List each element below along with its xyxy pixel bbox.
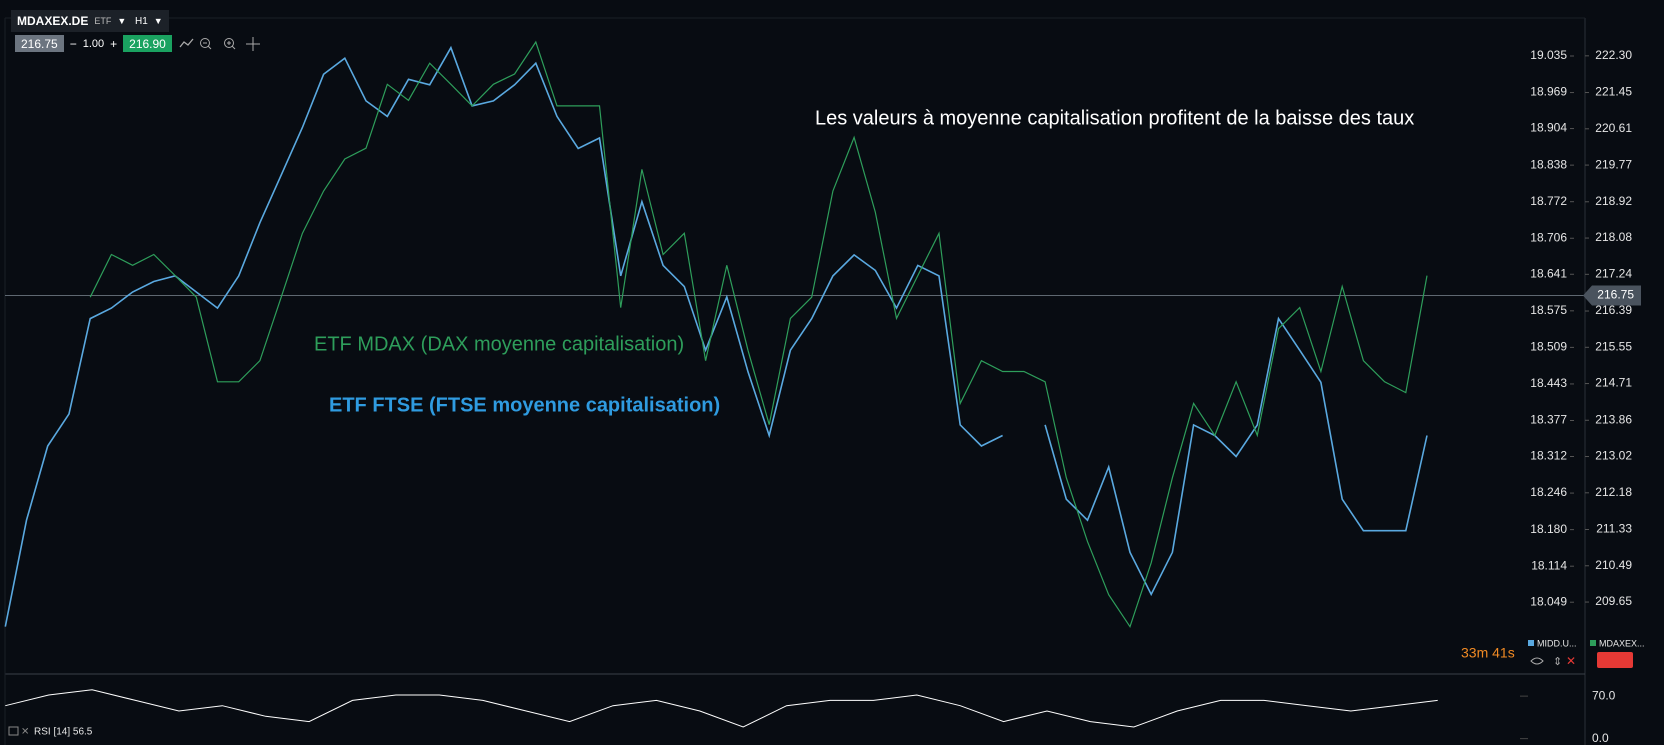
y2-tick-label: 221.45 <box>1595 85 1632 99</box>
y2-tick-label: 211.33 <box>1596 522 1632 536</box>
y2-tick-label: 219.77 <box>1595 157 1632 171</box>
y2-tick-label: 212.18 <box>1595 485 1632 499</box>
chart-title: Les valeurs à moyenne capitalisation pro… <box>815 107 1414 129</box>
ask-button[interactable]: 216.90 <box>123 35 172 52</box>
timeframe-selector[interactable]: H1 ▼ <box>129 10 169 32</box>
y2-tick-label: 209.65 <box>1595 594 1632 608</box>
chart-tools[interactable] <box>178 36 268 52</box>
series-line <box>4 45 1428 627</box>
symbol-selector[interactable]: MDAXEX.DE ETF ▼ <box>11 10 133 32</box>
y2-tick-label: 216.39 <box>1595 303 1632 317</box>
y2-tick-label: 220.61 <box>1595 121 1632 135</box>
timeframe: H1 <box>135 15 148 27</box>
reorder-icon: ⇕ <box>1553 656 1562 668</box>
y-tick-label: 18.969 <box>1530 85 1567 99</box>
y-tick-label: 18.180 <box>1530 522 1567 536</box>
legend-swatch <box>1528 640 1534 646</box>
y2-tick-label: 217.24 <box>1595 266 1632 280</box>
trade-bar: 216.75 − 1.00 + 216.90 <box>15 35 268 52</box>
plus[interactable]: + <box>110 36 118 51</box>
y-tick-label: 18.838 <box>1530 157 1567 171</box>
rsi-label: RSI [14] 56.5 <box>34 727 93 738</box>
minus[interactable]: − <box>69 36 77 51</box>
y-tick-label: 18.509 <box>1530 340 1567 354</box>
legend-label: MDAXEX... <box>1599 638 1645 648</box>
y-tick-label: 18.443 <box>1530 376 1567 390</box>
y-tick-label: 18.114 <box>1531 558 1567 572</box>
y2-tick-label: 213.86 <box>1595 412 1632 426</box>
ask: 216.90 <box>129 36 166 51</box>
y2-tick-label: 214.71 <box>1595 376 1632 390</box>
y2-tick-label: 215.55 <box>1595 339 1632 353</box>
annotation: ETF FTSE (FTSE moyenne capitalisation) <box>329 394 720 416</box>
y-tick-label: 18.575 <box>1530 303 1567 317</box>
series-settings <box>1597 652 1633 668</box>
rsi-line <box>5 689 1438 728</box>
legend-label: MIDD.U... <box>1537 638 1577 648</box>
y-tick-label: 18.312 <box>1530 449 1567 463</box>
y-tick-label: 18.641 <box>1530 266 1567 280</box>
y-tick-label: 18.246 <box>1530 485 1567 499</box>
last-price-tag <box>1583 285 1641 306</box>
legend-swatch <box>1590 640 1596 646</box>
y-tick-label: 18.706 <box>1530 230 1567 244</box>
y2-tick-label: 218.92 <box>1595 194 1632 208</box>
annotation: ETF MDAX (DAX moyenne capitalisation) <box>314 333 684 355</box>
countdown: 33m 41s <box>1461 645 1515 661</box>
rsi-close: ✕ <box>21 727 29 738</box>
y2-tick-label: 222.30 <box>1595 48 1632 62</box>
quantity[interactable]: 1.00 <box>82 37 105 50</box>
y-tick-label: 18.377 <box>1530 413 1567 427</box>
symbol: MDAXEX.DE <box>17 14 89 28</box>
series-line <box>89 40 1428 629</box>
y-tick-label: 18.049 <box>1530 594 1567 608</box>
bid-button[interactable]: 216.75 <box>15 35 64 52</box>
y2-tick-label: 218.08 <box>1595 230 1632 244</box>
rsi-icon <box>8 726 19 736</box>
remove-icon: ✕ <box>1566 654 1576 668</box>
rsi-tick-label: 70.0 <box>1592 688 1616 702</box>
bid: 216.75 <box>21 36 58 51</box>
asset-type: ETF <box>94 16 112 26</box>
y-tick-label: 18.904 <box>1530 121 1567 135</box>
y-tick-label: 19.035 <box>1530 48 1567 62</box>
y2-tick-label: 210.49 <box>1595 558 1632 572</box>
y2-tick-label: 213.02 <box>1595 449 1632 463</box>
rsi-tick-label: 0.0 <box>1592 731 1609 745</box>
y-tick-label: 18.772 <box>1530 194 1567 208</box>
visibility-icon <box>1530 657 1544 665</box>
last-price-label: 216.75 <box>1597 288 1634 302</box>
